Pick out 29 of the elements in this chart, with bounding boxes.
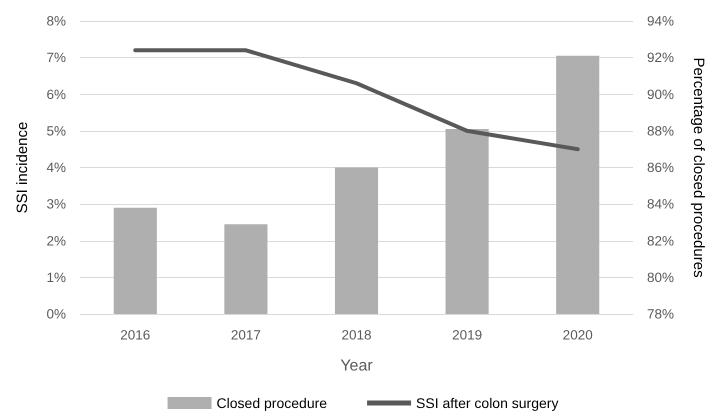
- y2-tick-label: 86%: [647, 160, 674, 175]
- line-series: [133, 48, 580, 152]
- y2-tick-label: 88%: [647, 123, 674, 138]
- y-tick-label: 8%: [46, 14, 66, 28]
- y-tick-label: 2%: [46, 233, 66, 248]
- y-tick-label: 0%: [46, 306, 66, 322]
- x-axis-title: Year: [340, 358, 374, 374]
- y-tick-label: 3%: [46, 196, 66, 212]
- y-tick-label: 4%: [46, 160, 66, 175]
- x-tick-label: 2018: [341, 328, 372, 342]
- y2-tick-label: 94%: [647, 14, 674, 28]
- x-tick-label: 2019: [452, 328, 482, 342]
- y2-tick-label: 90%: [647, 86, 674, 102]
- y2-tick-label: 84%: [647, 196, 674, 212]
- y2-tick-label: 92%: [647, 50, 674, 66]
- legend-label: Closed procedure: [216, 395, 328, 411]
- x-tick-label: 2017: [230, 328, 261, 342]
- y2-axis-title: Percentage of closed procedures: [690, 57, 707, 278]
- y-tick-label: 5%: [46, 123, 66, 138]
- y2-tick-label: 80%: [647, 270, 674, 285]
- y-tick-label: 1%: [46, 270, 66, 285]
- x-tick-label: 2016: [120, 328, 150, 342]
- legend-label: SSI after colon surgery: [416, 395, 558, 411]
- y-tick-label: 6%: [46, 86, 66, 102]
- x-tick-label: 2020: [562, 328, 593, 342]
- y2-tick-label: 82%: [647, 233, 674, 248]
- y-tick-label: 7%: [46, 50, 66, 66]
- y-axis-title: SSI incidence: [14, 122, 31, 214]
- y2-tick-label: 78%: [647, 306, 674, 322]
